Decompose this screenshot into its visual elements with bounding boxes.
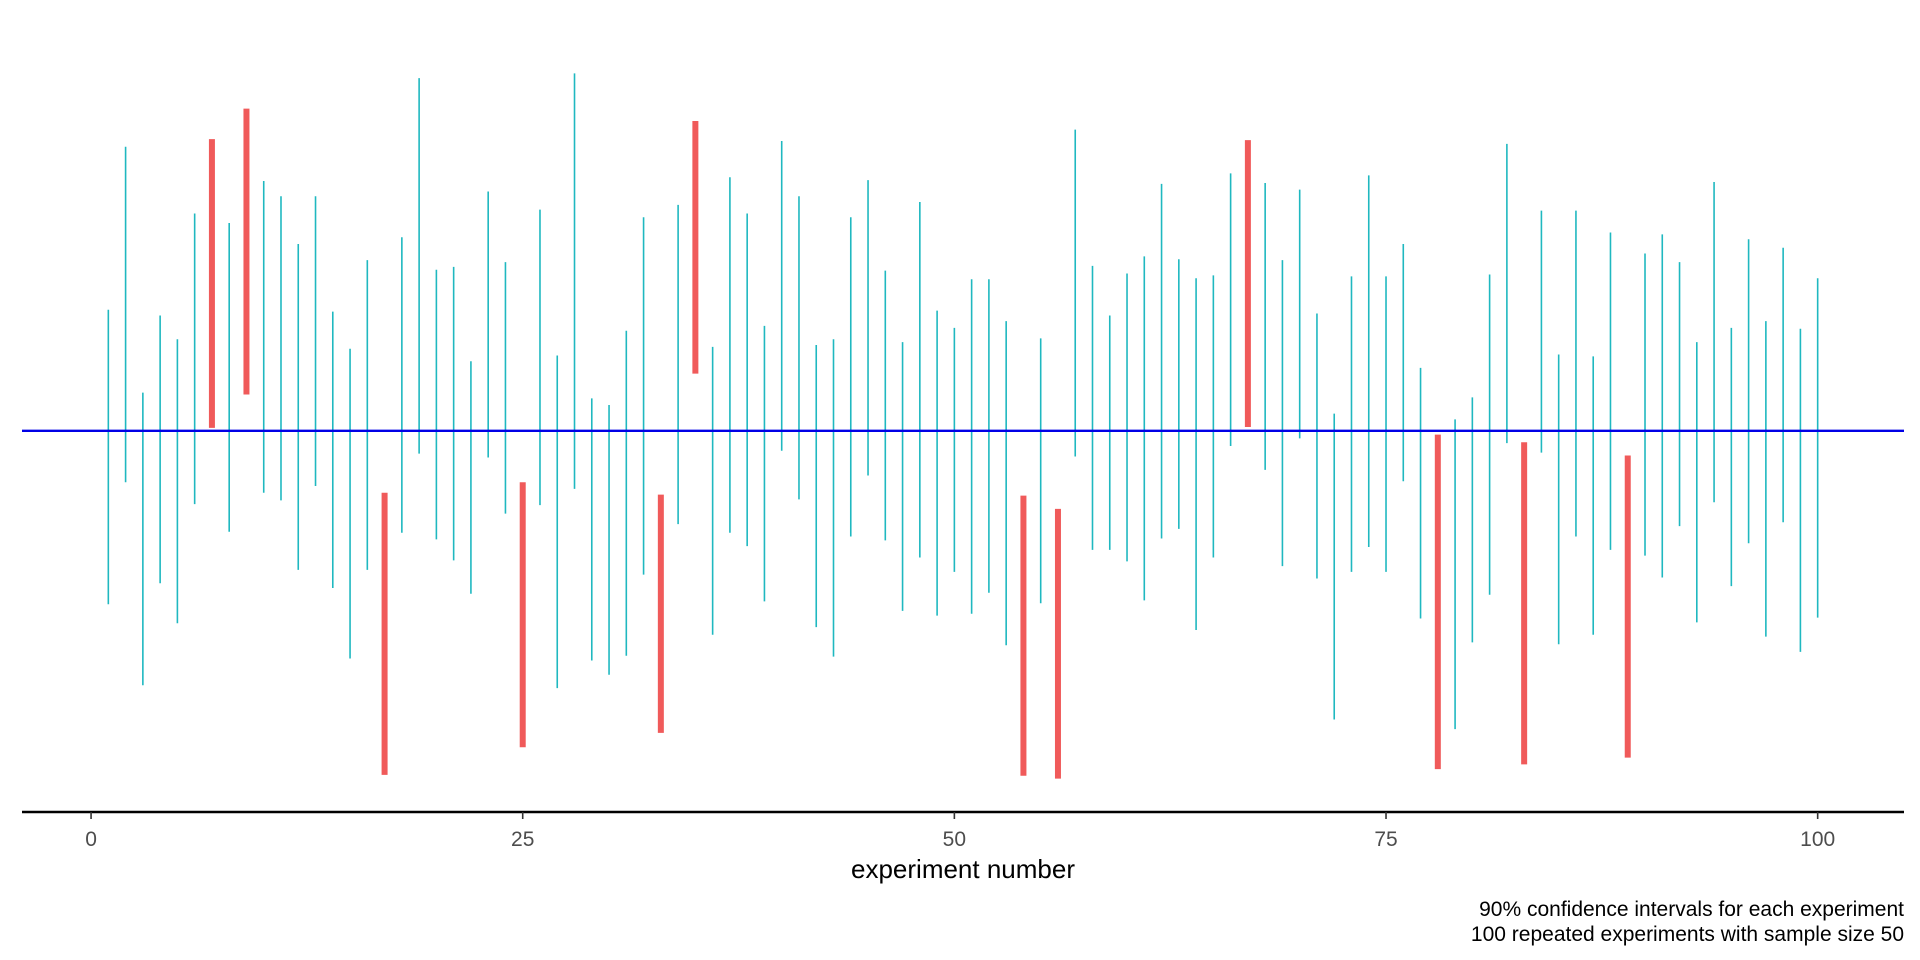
caption-line-1: 90% confidence intervals for each experi… <box>1479 898 1904 921</box>
x-axis-title: experiment number <box>851 854 1075 884</box>
x-tick-label: 75 <box>1374 828 1397 851</box>
caption-line-2: 100 repeated experiments with sample siz… <box>1471 923 1904 946</box>
x-axis-ticks: 0 25 50 75 100 <box>85 812 1835 851</box>
interval-bars <box>107 73 1819 779</box>
x-tick-label: 25 <box>511 828 534 851</box>
x-tick-label: 100 <box>1800 828 1835 851</box>
x-tick-label: 50 <box>943 828 966 851</box>
x-tick-label: 0 <box>85 828 97 851</box>
